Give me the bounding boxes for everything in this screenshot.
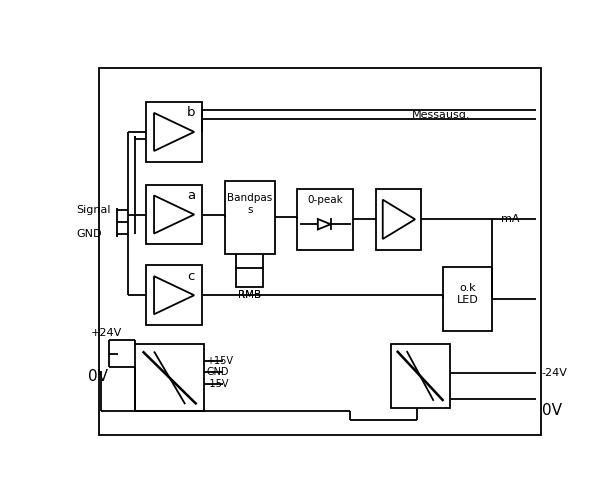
Polygon shape: [382, 200, 415, 239]
Bar: [225, 181, 274, 254]
Bar: [146, 265, 202, 325]
Polygon shape: [154, 276, 194, 314]
Text: +24V: +24V: [90, 328, 121, 338]
Text: b: b: [187, 106, 195, 119]
Text: 0V: 0V: [542, 403, 562, 418]
Text: o.k
LED: o.k LED: [456, 283, 478, 305]
Text: -24V: -24V: [542, 368, 568, 378]
Text: Bandpas
s: Bandpas s: [228, 193, 273, 216]
Text: +15V: +15V: [206, 356, 233, 366]
Polygon shape: [154, 196, 194, 234]
Text: Signal: Signal: [76, 205, 111, 215]
Bar: [236, 268, 264, 286]
Bar: [390, 344, 450, 408]
Bar: [135, 344, 204, 412]
Text: 0-peak: 0-peak: [307, 195, 343, 205]
Text: RMB: RMB: [238, 290, 261, 300]
Polygon shape: [154, 113, 194, 151]
Text: Messausg.: Messausg.: [412, 110, 470, 120]
Text: -15V: -15V: [206, 379, 229, 389]
Bar: [146, 185, 202, 245]
Text: RMB: RMB: [238, 290, 261, 300]
Bar: [146, 102, 202, 162]
Text: GND: GND: [206, 367, 229, 377]
Text: 0V: 0V: [88, 369, 108, 384]
Text: c: c: [187, 269, 195, 282]
Bar: [376, 189, 422, 250]
Bar: [298, 189, 353, 250]
Polygon shape: [318, 219, 331, 230]
Text: GND: GND: [76, 229, 102, 239]
Text: a: a: [187, 189, 195, 202]
Bar: [443, 267, 492, 331]
Text: mA: mA: [501, 214, 519, 224]
